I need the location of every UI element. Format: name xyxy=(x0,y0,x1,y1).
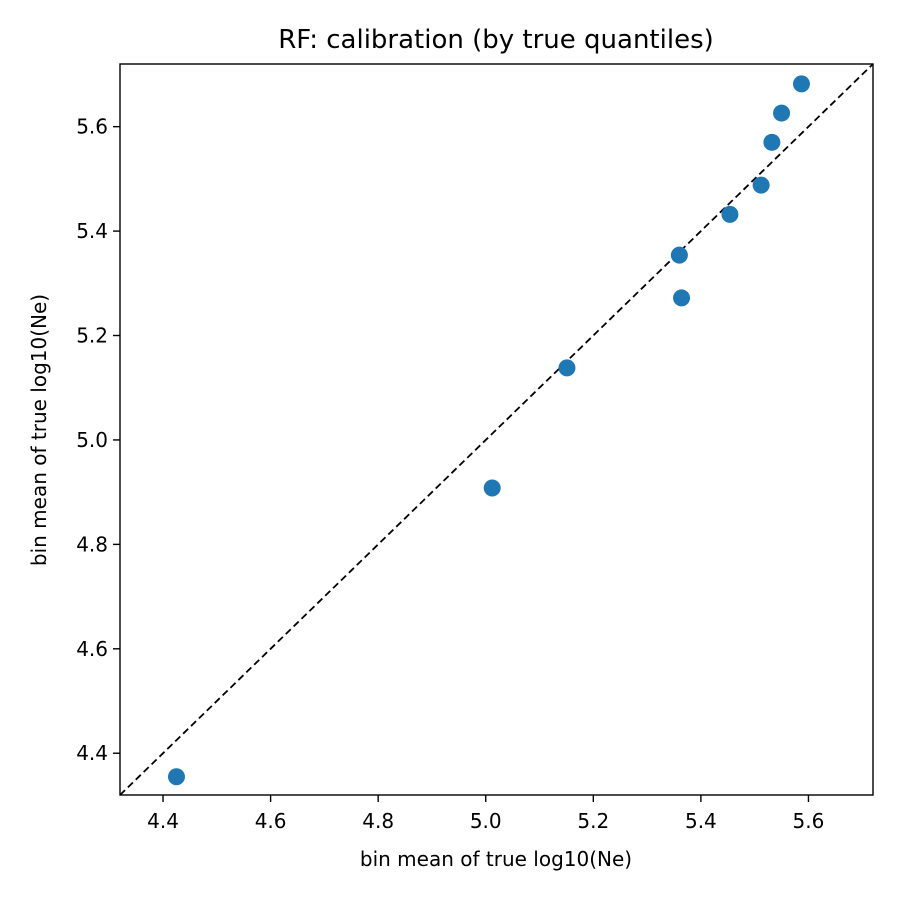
scatter-point-6 xyxy=(721,205,739,223)
x-tick-label: 5.6 xyxy=(793,809,825,833)
scatter-point-8 xyxy=(763,133,781,151)
scatter-point-7 xyxy=(752,176,770,194)
scatter-point-3 xyxy=(558,359,576,377)
scatter-point-10 xyxy=(792,75,810,93)
scatter-point-5 xyxy=(673,289,691,307)
y-axis-ticks: 4.4 4.6 4.8 5.0 5.2 5.4 5.6 xyxy=(76,115,120,765)
scatter-point-9 xyxy=(773,104,791,122)
y-tick-label: 5.0 xyxy=(76,428,108,452)
chart-title: RF: calibration (by true quantiles) xyxy=(278,25,714,55)
x-tick-label: 5.4 xyxy=(685,809,717,833)
x-tick-label: 5.0 xyxy=(470,809,502,833)
y-tick-label: 5.4 xyxy=(76,219,108,243)
scatter-point-4 xyxy=(670,246,688,264)
scatter-point-2 xyxy=(483,479,501,497)
x-tick-label: 4.6 xyxy=(255,809,287,833)
x-tick-label: 5.2 xyxy=(577,809,609,833)
identity-reference-line xyxy=(119,63,874,796)
y-tick-label: 5.6 xyxy=(76,115,108,139)
x-tick-label: 4.8 xyxy=(362,809,394,833)
y-axis-label: bin mean of true log10(Ne) xyxy=(27,294,51,566)
x-axis-ticks: 4.4 4.6 4.8 5.0 5.2 5.4 5.6 xyxy=(147,795,824,833)
x-axis-label: bin mean of true log10(Ne) xyxy=(360,847,632,871)
y-tick-label: 5.2 xyxy=(76,324,108,348)
plot-area xyxy=(119,63,874,796)
y-tick-label: 4.4 xyxy=(76,741,108,765)
scatter-point-1 xyxy=(167,768,185,786)
x-tick-label: 4.4 xyxy=(147,809,179,833)
y-tick-label: 4.8 xyxy=(76,532,108,556)
y-tick-label: 4.6 xyxy=(76,637,108,661)
plot-frame xyxy=(119,63,874,796)
scatter-points xyxy=(167,75,810,786)
